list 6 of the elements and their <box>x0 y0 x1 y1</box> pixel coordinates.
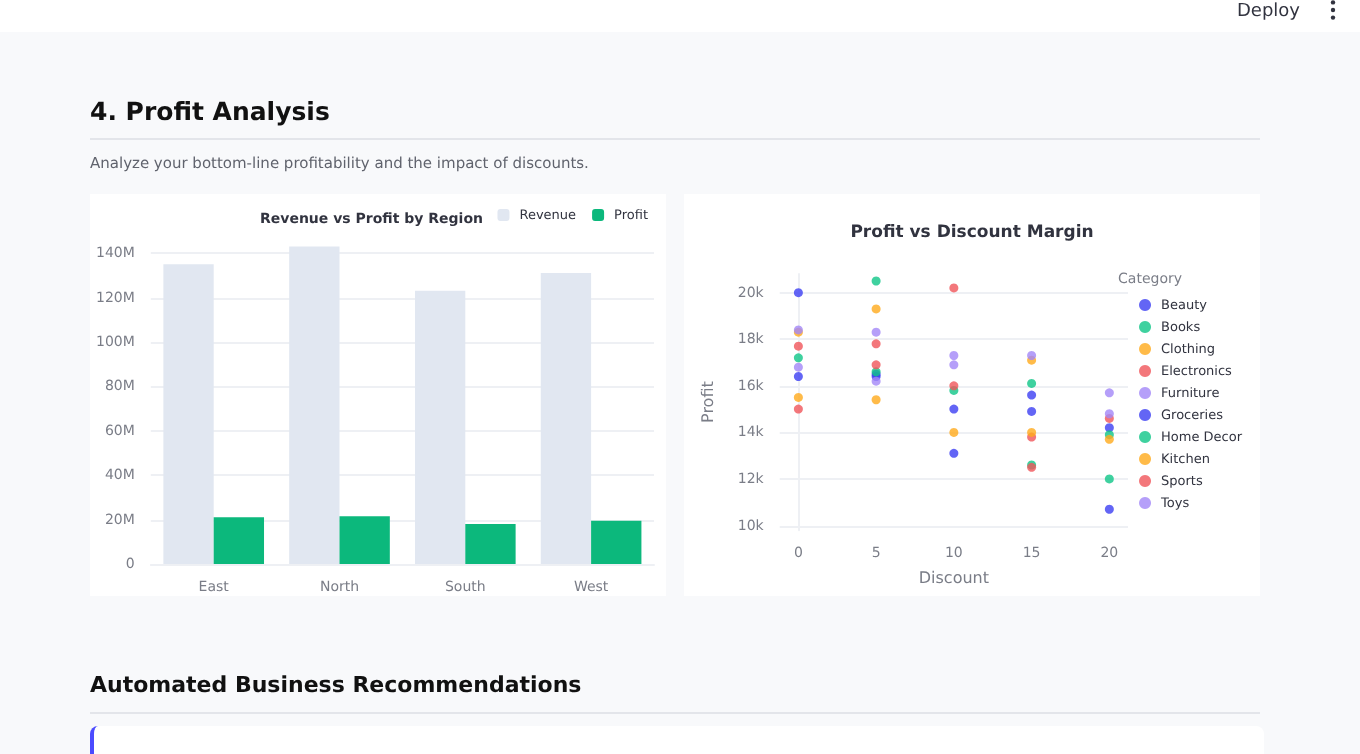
y-axis-title: Profit <box>699 381 717 423</box>
x-axis-title: Discount <box>918 569 989 587</box>
text: Automated Business Recommendations <box>90 672 582 698</box>
chart-title: Profit vs Discount Margin <box>850 223 1094 243</box>
text: 4. Profit Analysis <box>90 96 330 126</box>
text: Deploy <box>1236 2 1300 22</box>
